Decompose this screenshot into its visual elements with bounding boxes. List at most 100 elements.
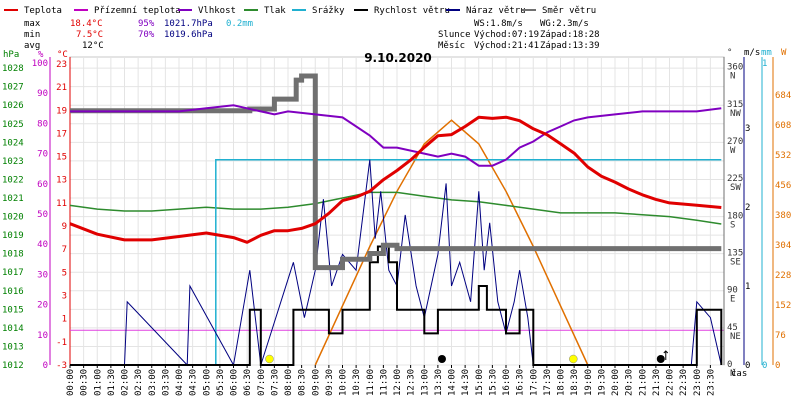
sunset-marker — [569, 354, 578, 364]
wm-tick-label: 532 — [775, 151, 791, 161]
x-tick-label: 13:30 — [434, 369, 444, 396]
x-tick-label: 02:00 — [121, 369, 131, 396]
stat-min-temp: 7.5°C — [76, 30, 103, 40]
grid — [69, 56, 725, 366]
info-sun-rise: Východ:07:19 — [474, 30, 539, 40]
degc-tick-label: 23 — [56, 60, 67, 70]
mm-axis-unit: mm — [761, 48, 772, 58]
pct-tick-label: 30 — [37, 270, 48, 280]
ms-tick-label: 1 — [745, 282, 750, 292]
degc-tick-label: -1 — [56, 338, 67, 348]
degc-tick-label: 9 — [62, 222, 67, 232]
degc-tick-label: 15 — [56, 153, 67, 163]
moonrise-marker — [656, 355, 665, 363]
dir-tick-label: 45 — [727, 323, 738, 333]
ms-axis-unit: m/s — [744, 48, 760, 58]
legend-label: Tlak — [264, 6, 286, 16]
hpa-tick-label: 1026 — [2, 101, 24, 111]
legend-label: Teplota — [24, 6, 62, 16]
degc-tick-label: 3 — [62, 292, 67, 302]
stat-max-hum: 95% — [138, 19, 155, 29]
chart-title: 9.10.2020 — [364, 51, 432, 65]
hpa-tick-label: 1027 — [2, 83, 24, 93]
x-tick-label: 21:00 — [638, 369, 648, 396]
x-tick-label: 12:00 — [393, 369, 403, 396]
hpa-axis-unit: hPa — [3, 50, 19, 60]
pct-tick-label: 70 — [37, 150, 48, 160]
dir-tick-label: 135 — [727, 249, 743, 259]
stat-max-label: max — [24, 19, 41, 29]
x-tick-label: 00:00 — [66, 369, 76, 396]
info-moon-rise: Východ:21:41 — [474, 41, 539, 51]
x-tick-label: 03:00 — [148, 369, 158, 396]
wm-tick-label: 456 — [775, 181, 791, 191]
dir-tick-label: 180 — [727, 211, 743, 221]
pct-tick-label: 20 — [37, 301, 48, 311]
wm-tick-label: 380 — [775, 211, 791, 221]
solar-line — [314, 119, 589, 366]
degc-tick-label: 13 — [56, 176, 67, 186]
humidity-line — [70, 104, 722, 167]
axes: hPa1012101310141015101610171018101910201… — [2, 48, 791, 396]
pressure-line — [69, 191, 722, 225]
dir-compass-label: N — [730, 369, 735, 379]
wm-tick-label: 608 — [775, 121, 791, 131]
hpa-tick-label: 1015 — [2, 305, 24, 315]
dir-compass-label: SE — [730, 258, 741, 268]
pct-axis-unit: % — [38, 50, 44, 60]
wm-tick-label: 684 — [775, 91, 791, 101]
x-tick-label: 10:30 — [352, 369, 362, 396]
hpa-tick-label: 1028 — [2, 64, 24, 74]
degc-tick-label: 1 — [62, 315, 67, 325]
x-tick-label: 10:00 — [339, 369, 349, 396]
wind-speed-line — [70, 245, 723, 366]
x-tick-label: 20:30 — [625, 369, 635, 396]
dir-compass-label: S — [730, 220, 735, 230]
degc-tick-label: 19 — [56, 106, 67, 116]
hpa-tick-label: 1017 — [2, 268, 24, 278]
info-moon-set: Západ:13:39 — [540, 41, 600, 51]
x-tick-label: 16:00 — [502, 369, 512, 396]
x-tick-label: 23:00 — [693, 369, 703, 396]
x-tick-label: 07:30 — [270, 369, 280, 396]
legend-label: Náraz větru — [466, 6, 526, 16]
x-tick-label: 19:30 — [597, 369, 607, 396]
mm-tick-label: 0 — [762, 361, 767, 371]
temperature-line — [69, 115, 722, 244]
x-tick-label: 01:00 — [93, 369, 103, 396]
wm-tick-label: 152 — [775, 301, 791, 311]
x-tick-label: 13:00 — [420, 369, 430, 396]
info-wg: WG:2.3m/s — [540, 19, 589, 29]
x-tick-label: 16:30 — [516, 369, 526, 396]
dir-tick-label: 315 — [727, 100, 743, 110]
x-axis-label: čas — [731, 368, 747, 379]
x-tick-label: 05:00 — [202, 369, 212, 396]
x-tick-label: 18:00 — [557, 369, 567, 396]
hpa-tick-label: 1016 — [2, 287, 24, 297]
x-tick-label: 22:30 — [679, 369, 689, 396]
hpa-tick-label: 1014 — [2, 324, 24, 334]
legend-label: Vlhkost — [198, 6, 236, 16]
dir-tick-label: 0 — [727, 360, 732, 370]
x-tick-label: 04:30 — [189, 369, 199, 396]
wm-tick-label: 76 — [775, 331, 786, 341]
stat-max-rain: 0.2mm — [226, 19, 253, 29]
degc-tick-label: -3 — [56, 361, 67, 371]
hpa-tick-label: 1025 — [2, 120, 24, 130]
legend-label: Rychlost větru — [374, 6, 450, 16]
info-ws: WS:1.8m/s — [474, 19, 523, 29]
info-moon-label: Měsíc — [438, 41, 465, 51]
legend: Teplota Přízemní teplota Vlhkost Tlak Srážky… — [4, 6, 596, 16]
dir-axis-unit: ° — [727, 48, 732, 58]
x-tick-label: 19:00 — [584, 369, 594, 396]
x-tick-label: 02:30 — [134, 369, 144, 396]
header-info: max 18.4°C 95% 1021.7hPa 0.2mm min 7.5°C… — [24, 19, 600, 65]
x-tick-label: 07:00 — [257, 369, 267, 396]
pct-tick-label: 40 — [37, 240, 48, 250]
dir-compass-label: NW — [730, 109, 741, 119]
legend-label: Srážky — [312, 6, 345, 16]
dir-compass-label: E — [730, 295, 735, 305]
x-tick-label: 12:30 — [407, 369, 417, 396]
hpa-tick-label: 1021 — [2, 194, 24, 204]
